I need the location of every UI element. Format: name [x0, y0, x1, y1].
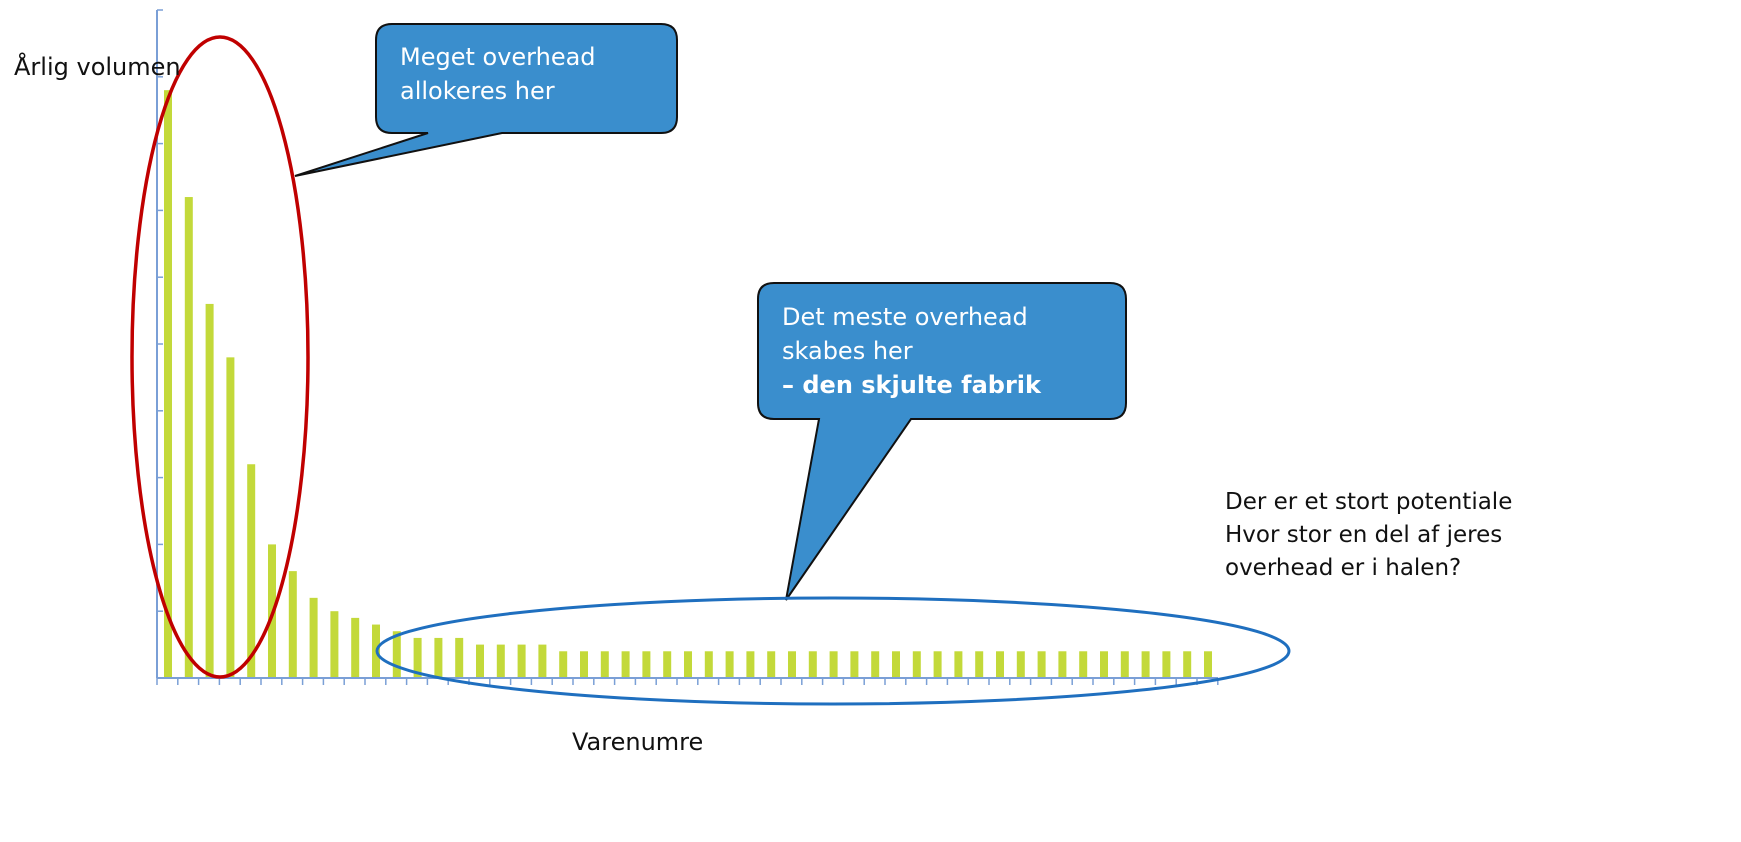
bar [1079, 651, 1088, 678]
bar [1058, 651, 1067, 678]
bar [996, 651, 1004, 678]
side-note: Der er et stort potentiale Hvor stor en … [1225, 486, 1512, 585]
bar [1120, 651, 1129, 678]
bar [1183, 651, 1192, 678]
bar [663, 651, 672, 678]
bar [164, 90, 172, 678]
bar [1204, 651, 1212, 678]
bar [476, 644, 484, 678]
bar [746, 651, 755, 678]
bar [559, 651, 568, 678]
bar [642, 651, 651, 678]
bar [580, 651, 588, 678]
bar [226, 357, 235, 678]
bar [455, 637, 464, 678]
bar [413, 637, 422, 678]
bar [205, 303, 214, 678]
bar [850, 651, 859, 678]
bar [392, 631, 401, 678]
bar [1162, 651, 1171, 678]
callout-tail-line: skabes her [782, 337, 913, 365]
x-axis-label: Varenumre [572, 728, 704, 756]
callout-head-line: Meget overhead [400, 43, 596, 71]
bar [725, 651, 734, 678]
bar [309, 597, 318, 678]
callout-head-text: Meget overhead allokeres her [400, 40, 596, 108]
bar [684, 651, 692, 678]
bar [1100, 651, 1108, 678]
bar [1037, 651, 1046, 678]
bar [434, 637, 443, 678]
bar [788, 651, 796, 678]
callout-tail-box [757, 282, 1127, 601]
side-note-line: Der er et stort potentiale [1225, 489, 1513, 515]
bar [767, 651, 776, 678]
bar [871, 651, 880, 678]
bar [808, 651, 817, 678]
bar [600, 651, 609, 678]
bar [496, 644, 505, 678]
bar [1016, 651, 1025, 678]
callout-tail-line-bold: – den skjulte fabrik [782, 371, 1041, 399]
bar [184, 197, 193, 679]
bar [517, 644, 526, 678]
callout-tail-text: Det meste overhead skabes her – den skju… [782, 300, 1041, 402]
y-axis-label-line: Årlig volumen [14, 53, 181, 81]
side-note-line: overhead er i halen? [1225, 555, 1462, 581]
side-note-line: Hvor stor en del af jeres [1225, 522, 1503, 548]
bar [975, 651, 984, 678]
bar [954, 651, 963, 678]
bar [247, 464, 256, 678]
bar [538, 644, 547, 678]
bar [829, 651, 838, 678]
bar [933, 651, 942, 678]
callout-head-line: allokeres her [400, 77, 555, 105]
bar [704, 651, 713, 678]
callout-head-box [294, 23, 678, 177]
tail-highlight-ellipse [375, 596, 1291, 706]
bar [351, 617, 360, 678]
head-highlight-ellipse [130, 35, 310, 679]
bar [330, 611, 339, 678]
bar [621, 651, 630, 678]
bar [288, 571, 297, 678]
bar [1141, 651, 1150, 678]
x-axis-ticks [156, 678, 1219, 685]
bar [892, 651, 900, 678]
y-axis-label: Årlig volumen [14, 50, 181, 84]
callout-tail-line: Det meste overhead [782, 303, 1028, 331]
bar [912, 651, 921, 678]
